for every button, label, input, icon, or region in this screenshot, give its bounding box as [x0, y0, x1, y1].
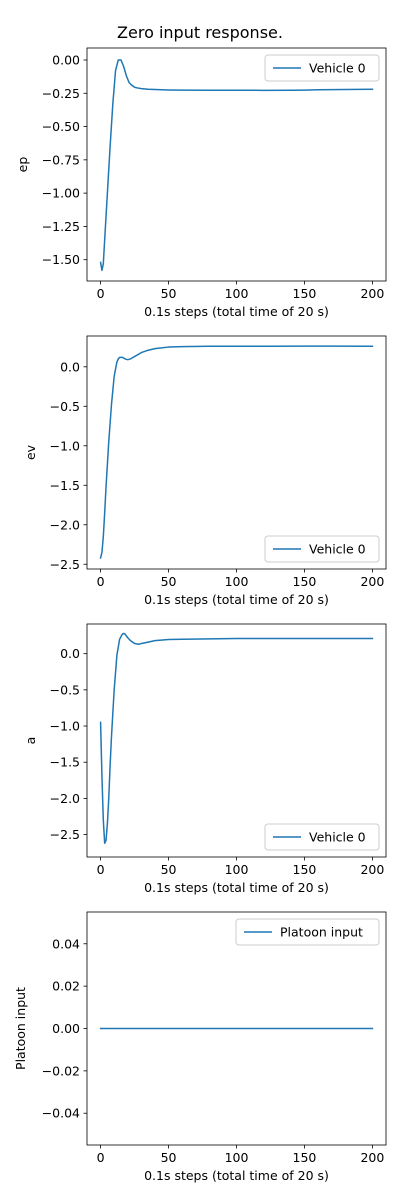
x-axis-label: 0.1s steps (total time of 20 s)	[144, 1168, 329, 1183]
y-tick-label: −1.00	[42, 186, 80, 201]
legend-frame	[235, 918, 380, 946]
y-tick-label: −2.5	[50, 827, 80, 842]
x-axis-label: 0.1s steps (total time of 20 s)	[144, 304, 329, 319]
legend: Vehicle 0	[264, 54, 380, 82]
legend-label: Platoon input	[280, 925, 363, 940]
x-tick-label: 100	[225, 286, 249, 301]
legend-frame	[264, 823, 380, 851]
x-tick-label: 200	[360, 574, 384, 589]
x-tick-label: 50	[161, 574, 177, 589]
x-tick-label: 50	[161, 1150, 177, 1165]
y-tick-label: −1.0	[50, 719, 80, 734]
y-tick-label: −0.75	[42, 152, 80, 167]
y-tick-label: 0.0	[60, 359, 80, 374]
x-tick-label: 0	[97, 286, 105, 301]
legend: Platoon input	[235, 918, 380, 946]
y-axis-label: a	[23, 737, 38, 745]
legend-label: Vehicle 0	[309, 830, 366, 845]
y-tick-label: −0.04	[42, 1106, 80, 1121]
x-tick-label: 100	[225, 574, 249, 589]
x-tick-label: 150	[293, 1150, 317, 1165]
x-tick-label: 150	[293, 286, 317, 301]
x-tick-label: 100	[225, 862, 249, 877]
legend: Vehicle 0	[264, 823, 380, 851]
x-tick-label: 200	[360, 862, 384, 877]
x-axis-label: 0.1s steps (total time of 20 s)	[144, 592, 329, 607]
subplot-2: 0 50 100 150 200 0.0 −0.5 −1.0 −1.5 −2.0 −2.5 0.1s …	[23, 335, 387, 607]
y-tick-label: −0.50	[42, 119, 80, 134]
x-tick-label: 150	[293, 862, 317, 877]
series-line-1	[99, 59, 374, 272]
subplot-1: 0 50 100 150 200 0.00 −0.25 −0.50 −0.75 −1.00 −1.2…	[15, 47, 387, 319]
y-tick-label: −0.5	[50, 399, 80, 414]
y-tick-label: −1.5	[50, 478, 80, 493]
y-axis-label: ep	[15, 157, 30, 173]
y-tick-label: −2.5	[50, 557, 80, 572]
x-tick-label: 50	[161, 286, 177, 301]
subplots: 0 50 100 150 2000.00−0.25−0.50−0.75−1.00−1.2…	[13, 47, 387, 1183]
y-tick-label: −0.25	[42, 86, 80, 101]
x-tick-label: 200	[360, 1150, 384, 1165]
x-tick-label: 0	[97, 574, 105, 589]
y-tick-label: −1.0	[50, 438, 80, 453]
legend-frame	[264, 54, 380, 82]
x-tick-label: 100	[225, 1150, 249, 1165]
y-tick-label: −2.0	[50, 791, 80, 806]
legend: Vehicle 0	[264, 535, 380, 563]
x-tick-label: 150	[293, 574, 317, 589]
y-tick-label: 0.00	[52, 1021, 80, 1036]
y-tick-label: 0.0	[60, 646, 80, 661]
y-tick-label: −2.0	[50, 517, 80, 532]
y-tick-label: 0.04	[52, 936, 80, 951]
y-tick-label: 0.00	[52, 52, 80, 67]
x-tick-label: 0	[97, 1150, 105, 1165]
x-tick-label: 200	[360, 286, 384, 301]
x-axis-label: 0.1s steps (total time of 20 s)	[144, 880, 329, 895]
subplot-3: 0 50 100 150 200 0.0 −0.5 −1.0 −1.5 −2.0 −2.5 0.1s …	[23, 623, 387, 895]
y-tick-label: −1.25	[42, 219, 80, 234]
y-tick-label: −0.5	[50, 682, 80, 697]
y-tick-label: −1.50	[42, 252, 80, 267]
x-tick-label: 50	[161, 862, 177, 877]
y-axis-label: Platoon input	[13, 987, 28, 1070]
legend-frame	[264, 535, 380, 563]
y-tick-label: −1.5	[50, 755, 80, 770]
y-axis-label: ev	[23, 444, 38, 460]
x-tick-label: 0	[97, 862, 105, 877]
legend-label: Vehicle 0	[309, 542, 366, 557]
y-tick-label: −0.02	[42, 1063, 80, 1078]
series-line-1	[99, 345, 374, 559]
legend-label: Vehicle 0	[309, 61, 366, 76]
y-tick-label: 0.02	[52, 979, 80, 994]
series-line-1	[99, 632, 374, 844]
subplot-4: 0 50 100 150 200 0.04 0.02 0.00 −0.02 −0.04 0.1s s…	[13, 911, 387, 1183]
figure-title: Zero input response.	[117, 23, 283, 42]
